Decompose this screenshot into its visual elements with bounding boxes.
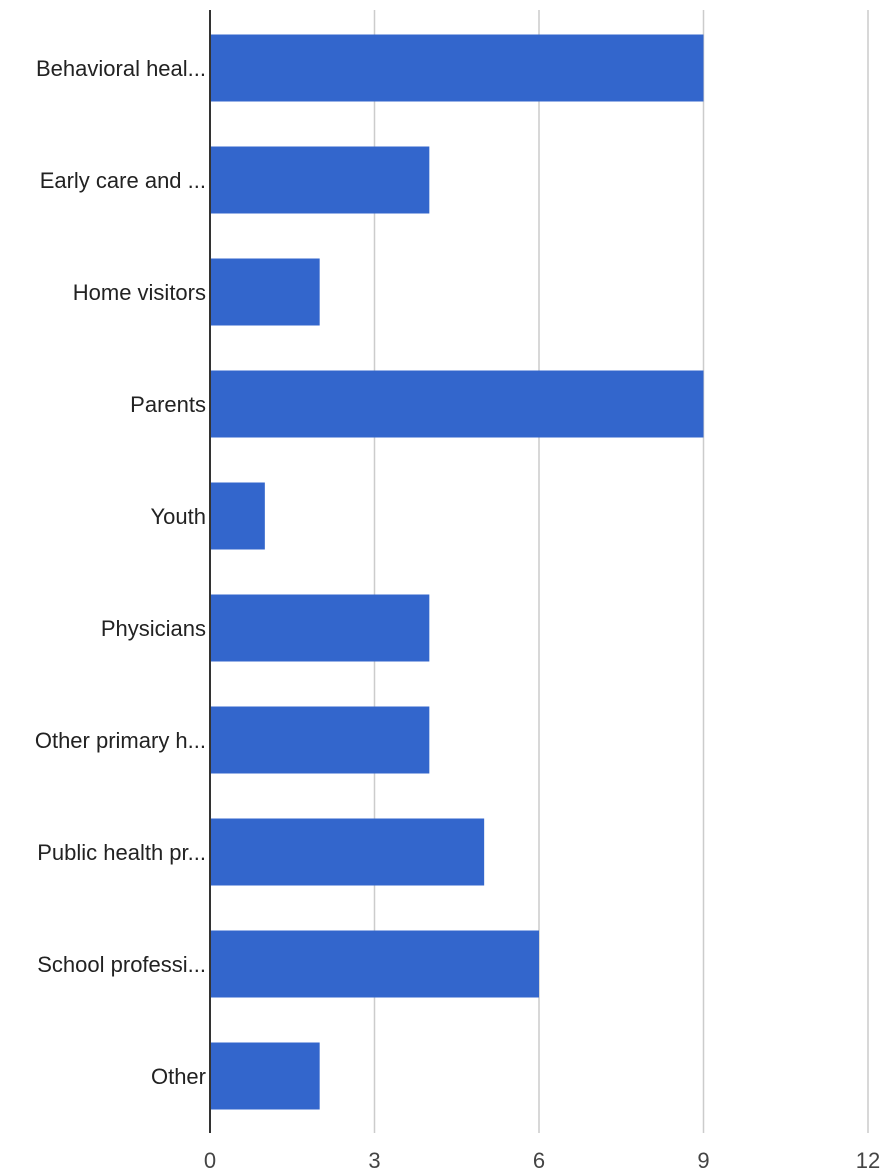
x-tick-label: 12: [856, 1148, 880, 1171]
bar: [210, 818, 485, 886]
category-label: School professi...: [37, 952, 206, 977]
bar: [210, 34, 704, 102]
bars: [210, 34, 704, 1110]
category-label: Youth: [151, 504, 206, 529]
category-label: Other primary h...: [35, 728, 206, 753]
bar: [210, 706, 430, 774]
category-label: Physicians: [101, 616, 206, 641]
category-label: Behavioral heal...: [36, 56, 206, 81]
x-tick-label: 3: [368, 1148, 380, 1171]
bar: [210, 258, 320, 326]
category-label: Other: [151, 1064, 206, 1089]
x-tick-label: 6: [533, 1148, 545, 1171]
x-tick-label: 0: [204, 1148, 216, 1171]
category-label: Early care and ...: [40, 168, 206, 193]
category-label: Parents: [130, 392, 206, 417]
bar: [210, 594, 430, 662]
bar: [210, 482, 265, 550]
bar: [210, 370, 704, 438]
bar: [210, 930, 539, 998]
category-labels: Behavioral heal... Early care and ... Home…: [35, 56, 206, 1089]
category-label: Home visitors: [73, 280, 206, 305]
category-label: Public health pr...: [37, 840, 206, 865]
bar: [210, 146, 430, 214]
x-tick-labels: 0 3 6 9 12: [204, 1148, 880, 1171]
x-tick-label: 9: [697, 1148, 709, 1171]
bar: [210, 1042, 320, 1110]
